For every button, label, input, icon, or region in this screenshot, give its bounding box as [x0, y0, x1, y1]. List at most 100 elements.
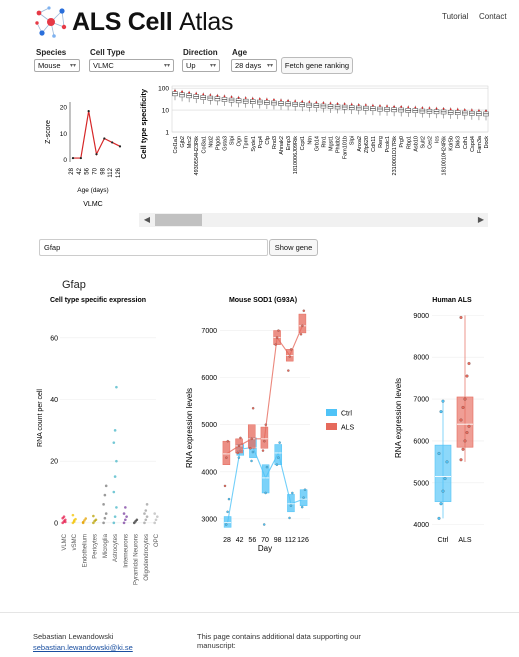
- scroll-right-icon[interactable]: ▶: [477, 215, 485, 224]
- cte-category-label: vSMC: [72, 533, 78, 550]
- cte-point: [154, 518, 158, 522]
- ranking-scroll-thumb[interactable]: [155, 214, 202, 226]
- sod1-box: [287, 494, 295, 513]
- zscore-xtick: 126: [116, 167, 122, 178]
- cte-point: [145, 515, 149, 518]
- ranking-gene-label: Cfp: [265, 136, 271, 145]
- cte-point: [144, 518, 148, 522]
- ranking-highlight-point: [442, 107, 445, 110]
- sod1-point: [262, 523, 266, 526]
- ranking-gene-label: Kdr5b: [449, 136, 455, 151]
- ranking-highlight-point: [223, 95, 226, 98]
- ranking-highlight-point: [251, 97, 254, 100]
- cte-point: [122, 512, 126, 515]
- cte-category-label: Oligodendrocytes: [144, 534, 150, 581]
- scroll-left-icon[interactable]: ◀: [143, 215, 151, 224]
- ranking-highlight-point: [188, 91, 191, 94]
- sod1-point: [227, 497, 231, 501]
- chevron-down-icon: ▾▾: [266, 63, 273, 69]
- chevron-down-icon: ▾▾: [163, 63, 170, 69]
- nav-tutorial[interactable]: Tutorial: [442, 12, 469, 21]
- hals-ylabel: RNA expression levels: [394, 378, 403, 458]
- gene-search-input[interactable]: [39, 239, 268, 256]
- sod1-box: [247, 424, 256, 449]
- ranking-highlight-point: [294, 100, 297, 103]
- ranking-gene-label: Slpi: [230, 136, 236, 145]
- cte-point: [144, 509, 148, 512]
- sod1-ytick: 5000: [201, 422, 217, 429]
- cte-point: [145, 503, 149, 506]
- site-logo[interactable]: ALS Cell Atlas: [34, 5, 233, 39]
- cte-ytick: 40: [50, 397, 58, 404]
- ranking-gene-label: Slpi: [350, 136, 356, 145]
- ranking-gene-label: Mgst1: [329, 136, 335, 151]
- ranking-highlight-point: [230, 96, 233, 98]
- cte-point: [71, 513, 75, 517]
- cte-point: [115, 385, 118, 389]
- zscore-xlabel: Age (days): [77, 187, 108, 194]
- zscore-point: [87, 110, 90, 113]
- ranking-highlight-point: [237, 96, 240, 99]
- species-label: Species: [36, 48, 67, 57]
- cte-category-label: Pyramidal Neurons: [134, 534, 140, 585]
- ranking-gene-label: Gsta3: [222, 136, 228, 151]
- sod1-point: [289, 348, 293, 351]
- cte-point: [153, 512, 156, 515]
- cte-point: [102, 503, 105, 506]
- zscore-xtick: 56: [85, 167, 91, 174]
- sod1-point: [249, 447, 252, 450]
- zscore-point: [95, 153, 98, 156]
- cell-type-expression-chart: Cell type specific expression RNA count …: [37, 297, 160, 585]
- nav-contact[interactable]: Contact: [479, 12, 507, 21]
- ranking-highlight-point: [174, 89, 176, 92]
- cte-point: [112, 441, 116, 444]
- sod1-xtick: 56: [248, 537, 256, 544]
- ranking-gene-label: Fam101b: [343, 136, 349, 159]
- sod1-box: [274, 444, 283, 465]
- species-select[interactable]: Mouse ▾▾: [34, 59, 80, 72]
- ranking-highlight-point: [350, 103, 353, 106]
- ranking-highlight-point: [202, 93, 205, 96]
- ranking-highlight-point: [470, 109, 473, 111]
- fetch-gene-ranking-button[interactable]: Fetch gene ranking: [281, 57, 353, 74]
- cte-title: Cell type specific expression: [50, 297, 146, 304]
- ranking-gene-label: Rnd3: [272, 136, 278, 149]
- cte-point: [112, 490, 116, 494]
- sod1-point: [291, 491, 294, 495]
- sod1-point: [301, 324, 304, 328]
- ranking-scrollbar[interactable]: [139, 213, 488, 227]
- show-gene-button[interactable]: Show gene: [269, 239, 318, 256]
- hals-ytick: 8000: [413, 355, 429, 362]
- cte-point: [92, 521, 95, 525]
- ranking-gene-label: Rerg: [378, 136, 384, 148]
- hals-point: [463, 397, 467, 401]
- sod1-box: [260, 426, 269, 449]
- ranking-plot-area: [171, 85, 489, 133]
- hals-point: [441, 489, 445, 493]
- age-select[interactable]: 28 days ▾▾: [231, 59, 277, 72]
- ranking-highlight-point: [478, 109, 480, 112]
- sod1-point: [275, 336, 279, 339]
- ranking-gene-label: Dock: [484, 136, 490, 149]
- zscore-ytick: 10: [60, 131, 68, 138]
- ranking-highlight-point: [273, 98, 275, 101]
- ranking-gene-label: Ntd2: [208, 136, 214, 148]
- cte-point: [156, 515, 159, 518]
- hals-xtick: ALS: [458, 537, 472, 544]
- sod1-point: [263, 439, 266, 443]
- hals-point: [441, 399, 445, 403]
- ranking-highlight-point: [449, 108, 452, 111]
- zscore-xtick: 28: [69, 167, 75, 174]
- cte-ytick: 0: [54, 520, 58, 527]
- direction-select[interactable]: Up ▾▾: [182, 59, 220, 72]
- hals-point: [439, 410, 443, 414]
- ranking-highlight-point: [244, 97, 247, 99]
- footer-divider: [0, 612, 519, 613]
- footer-email-link[interactable]: sebastian.lewandowski@ki.se: [33, 643, 133, 652]
- hals-point: [459, 315, 463, 319]
- hals-point: [463, 439, 467, 443]
- cell-type-select[interactable]: VLMC ▾▾: [89, 59, 174, 72]
- sod1-point: [237, 456, 241, 459]
- cte-ylabel: RNA count per cell: [37, 389, 44, 447]
